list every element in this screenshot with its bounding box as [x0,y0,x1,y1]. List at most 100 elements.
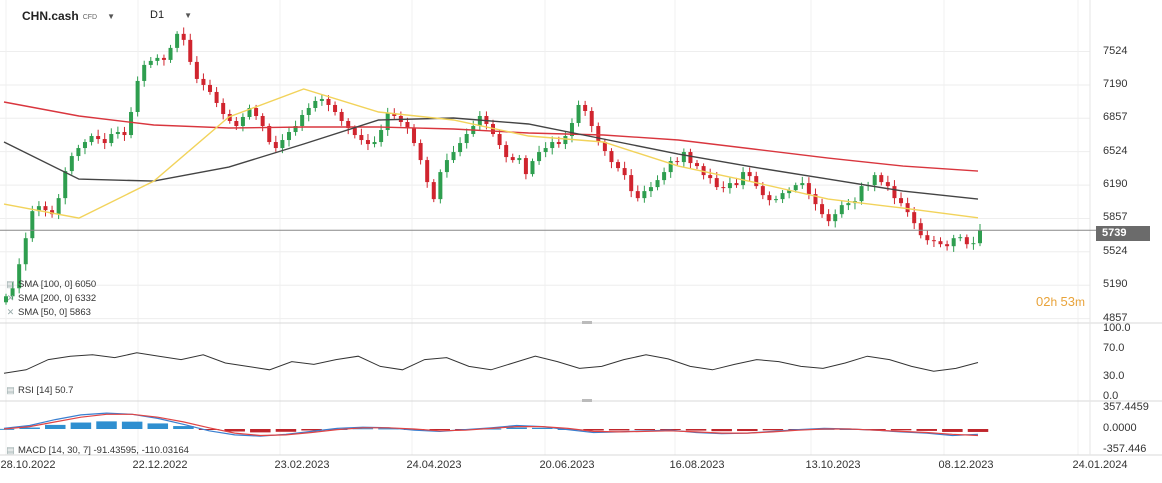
candle [892,180,897,205]
candle [444,153,449,178]
candle [826,209,831,227]
settings-icon[interactable]: ▤ [6,385,15,395]
candle-body [359,135,364,141]
macd-histogram-bar [890,429,912,431]
signal-line [3,413,979,437]
candle-body [293,126,298,133]
candle-body [747,172,752,177]
indicator-legend-sma50[interactable]: ✕ SMA [50, 0] 5863 [6,307,91,318]
candle [530,158,535,177]
macd-histogram-bar [45,424,66,429]
candle-body [537,152,542,162]
timeframe-selector[interactable]: D1 ▼ [150,9,192,21]
candle [622,161,627,180]
timeframe-label: D1 [150,9,165,21]
candle [872,172,877,192]
candle-body [438,172,443,200]
candle-body [43,206,48,211]
candle [10,282,15,301]
candle [385,107,390,136]
candle [734,177,739,188]
candle [142,60,147,87]
candle [194,56,199,84]
candle [115,126,120,139]
candle-body [431,182,436,200]
macd-histogram-bar [352,428,374,430]
candle [655,175,660,191]
pane-separators[interactable] [0,0,1162,456]
candle-body [63,171,68,199]
candle [306,103,311,122]
indicator-legend-macd[interactable]: ▤ MACD [14, 30, 7] -91.43595, -110.03164 [6,445,189,456]
candle-body [648,187,653,192]
candle [978,224,982,247]
candle [188,33,193,65]
candle [405,117,410,134]
candle [438,169,443,204]
symbol-selector[interactable]: CHN.cash CFD ▼ [22,9,115,23]
pane-resize-handle [582,321,592,324]
macd-histogram-bar [916,429,937,431]
candle-body [681,152,686,163]
candle [122,126,127,141]
candle [339,108,344,126]
candle [458,137,463,157]
macd-histogram-bar [121,421,143,429]
candle-body [346,121,351,129]
macd-histogram-bar [275,429,297,432]
candle [918,218,923,239]
settings-icon[interactable]: ▤ [6,279,15,289]
indicator-label: SMA [50, 0] 5863 [18,307,91,318]
candle-body [247,107,252,117]
candle-body [458,143,463,153]
candle-body [760,186,765,196]
price-tick-label: 6190 [1103,178,1128,191]
candle [741,167,746,190]
candle-body [122,132,127,136]
candle-body [129,111,134,136]
close-icon[interactable]: ✕ [6,293,15,303]
symbol-name: CHN.cash [22,9,79,23]
macd-histogram-bar [301,429,322,431]
candle [629,169,634,198]
macd-histogram-bar [429,429,450,431]
candle-body [754,176,759,187]
settings-icon[interactable]: ▤ [6,445,15,455]
rsi-line [3,352,979,374]
candle-body [971,243,976,245]
price-tick-label: 7190 [1103,77,1128,90]
indicator-label: MACD [14, 30, 7] -91.43595, -110.03164 [18,445,189,456]
candle [23,232,28,271]
candle [668,156,673,178]
macd-histogram-bar [198,429,220,430]
candle-body [240,116,245,127]
candle-body [175,33,180,48]
macd-histogram-bar [865,429,886,430]
candle-body [523,158,528,175]
indicator-legend-sma200[interactable]: ✕ SMA [200, 0] 6332 [6,293,96,304]
candle [155,54,160,66]
indicator-legend-rsi[interactable]: ▤ RSI [14] 50.7 [6,385,73,396]
candle [319,94,324,106]
candle [616,159,621,172]
candle [17,258,22,294]
indicator-legend-sma100[interactable]: ▤ SMA [100, 0] 6050 [6,279,96,290]
candle [695,160,700,170]
candle [76,144,81,161]
candle-body [36,206,41,212]
candle-body [925,235,930,241]
candle [464,128,469,149]
rsi-tick-label: 30.0 [1103,369,1125,382]
macd-histogram-bar [967,429,989,432]
price-tick-label: 5524 [1103,244,1128,257]
candle-body [596,126,601,143]
candle-body [412,128,417,144]
candle [313,96,318,112]
candle-body [333,104,338,112]
chevron-down-icon: ▼ [107,11,115,21]
close-icon[interactable]: ✕ [6,307,15,317]
candle-body [780,193,785,200]
candle [589,107,594,133]
candle [813,188,818,211]
